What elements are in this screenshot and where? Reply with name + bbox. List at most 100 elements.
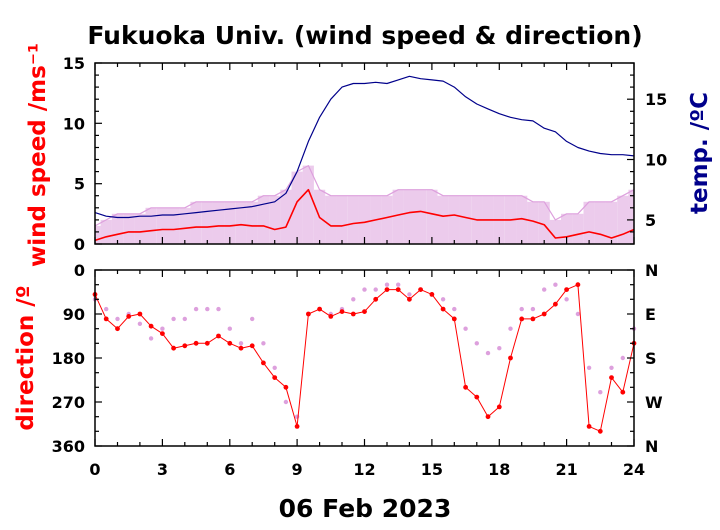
gust-bar	[269, 195, 281, 244]
instantaneous-direction-point	[227, 326, 232, 331]
direction-point	[440, 306, 446, 312]
gust-bar	[280, 189, 292, 244]
direction-point	[137, 311, 143, 317]
gust-bar	[527, 201, 539, 244]
instantaneous-direction-point	[261, 341, 266, 346]
gust-bar	[381, 195, 393, 244]
direction-tick-label: 360	[52, 437, 85, 456]
direction-point	[395, 287, 401, 292]
gust-bar	[134, 213, 146, 244]
direction-point	[463, 384, 468, 390]
gust-bar	[190, 201, 202, 244]
gust-bar	[459, 195, 472, 244]
gust-bar	[358, 195, 371, 244]
direction-point	[216, 333, 221, 339]
wind-speed-tick-label: 0	[74, 235, 85, 254]
direction-point	[294, 424, 300, 429]
temperature-tick-label: 15	[645, 90, 667, 109]
direction-point	[238, 345, 244, 351]
gust-bar	[336, 195, 348, 244]
instantaneous-direction-point	[160, 326, 165, 331]
gust-bar	[561, 213, 573, 244]
instantaneous-direction-point	[373, 287, 378, 292]
top-panel: 0 5 10 15 5 10 15	[63, 54, 668, 254]
gust-bar	[123, 213, 135, 244]
instantaneous-direction-point	[497, 346, 502, 351]
direction-point	[103, 316, 109, 322]
direction-point	[317, 306, 322, 312]
compass-tick-label: N	[645, 261, 658, 280]
direction-point	[350, 311, 356, 317]
instantaneous-direction-point	[474, 341, 479, 346]
instantaneous-direction-point	[452, 306, 457, 312]
instantaneous-direction-point	[137, 321, 143, 326]
instantaneous-direction-point	[407, 292, 412, 297]
gust-line	[94, 165, 635, 227]
direction-point	[160, 331, 165, 336]
gust-bar	[347, 195, 359, 244]
wind-speed-tick-label: 5	[74, 175, 85, 194]
direction-point	[429, 292, 435, 297]
gust-bar	[583, 201, 595, 244]
gust-bar	[302, 165, 314, 244]
gust-bar	[179, 207, 191, 244]
hour-tick-label: 9	[292, 460, 303, 479]
gust-bar	[235, 201, 247, 244]
gust-bar	[516, 195, 528, 244]
direction-point	[564, 287, 569, 292]
gust-bar	[403, 189, 415, 244]
instantaneous-direction-point	[396, 282, 401, 287]
wind-speed-series	[94, 188, 635, 242]
direction-point	[328, 314, 334, 319]
gust-bar	[549, 219, 561, 244]
gust-bar	[156, 207, 168, 244]
bottom-panel: 0 90 180 270 360 N E S W N 0 3 6 9 12 15 18 21 24	[52, 261, 663, 479]
direction-point	[496, 404, 502, 410]
compass-tick-label: W	[645, 393, 663, 412]
bottom-plot-frame	[94, 269, 635, 447]
instantaneous-direction-point	[216, 306, 221, 312]
instantaneous-direction-point	[250, 316, 255, 322]
instantaneous-direction-point	[362, 287, 367, 292]
gust-bar	[257, 195, 269, 244]
direction-point	[249, 343, 255, 349]
gust-bar	[628, 189, 634, 244]
instantaneous-direction-point	[586, 365, 592, 370]
direction-point	[485, 414, 491, 420]
instantaneous-direction-point	[530, 306, 536, 312]
instantaneous-direction-point	[609, 365, 614, 370]
direction-axis-label: direction /º	[13, 285, 39, 430]
direction-point	[362, 309, 367, 314]
top-plot-frame	[94, 62, 635, 245]
direction-tick-labels: 0 90 180 270 360	[52, 261, 85, 456]
gust-bar	[437, 195, 449, 244]
gust-bar	[325, 195, 337, 244]
compass-tick-label: S	[645, 349, 657, 368]
direction-point	[530, 316, 536, 322]
instantaneous-direction-point	[575, 311, 581, 317]
temperature-tick-label: 10	[645, 151, 667, 170]
direction-tick-label: 270	[52, 393, 85, 412]
instantaneous-direction-point	[440, 297, 446, 302]
hour-tick-label: 15	[421, 460, 443, 479]
direction-point	[553, 301, 558, 307]
temperature-tick-label: 5	[645, 211, 656, 230]
instantaneous-direction-point	[205, 306, 210, 312]
date-label: 06 Feb 2023	[279, 494, 452, 523]
instantaneous-direction-point	[104, 306, 109, 312]
instantaneous-direction-point	[564, 297, 569, 302]
gust-bar	[572, 213, 584, 244]
gust-bar	[212, 201, 225, 244]
direction-point	[306, 311, 311, 317]
direction-tick-label: 0	[74, 261, 85, 280]
instantaneous-direction-point	[553, 282, 558, 287]
direction-point	[227, 340, 233, 346]
wind-speed-line	[94, 188, 635, 242]
direction-point	[620, 389, 626, 395]
hour-tick-label: 24	[623, 460, 645, 479]
wind-speed-tick-label: 15	[63, 54, 85, 73]
gust-bar	[605, 201, 618, 244]
gust-bar	[426, 189, 438, 244]
compass-tick-labels: N E S W N	[645, 261, 663, 456]
direction-point	[373, 296, 379, 302]
